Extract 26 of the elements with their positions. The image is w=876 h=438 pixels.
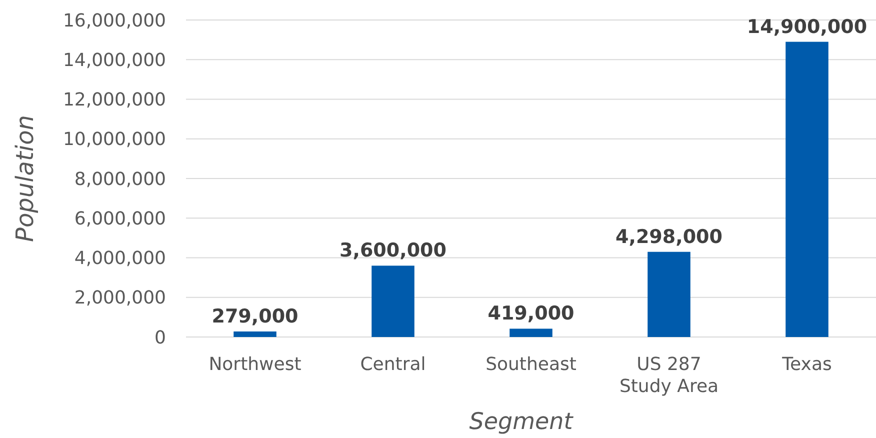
y-tick-label: 10,000,000 [62, 129, 166, 150]
data-label: 14,900,000 [746, 16, 868, 38]
data-label: 279,000 [212, 305, 298, 328]
bar [234, 331, 276, 337]
data-label: 3,600,000 [340, 240, 446, 262]
y-tick-label: 12,000,000 [62, 90, 166, 111]
data-label: 4,298,000 [616, 226, 722, 248]
bar [786, 42, 828, 337]
y-tick-label: 6,000,000 [74, 208, 166, 230]
y-tick-label: 2,000,000 [74, 288, 166, 309]
y-tick-label: 4,000,000 [74, 248, 166, 270]
bar [510, 328, 552, 337]
x-tick-label: US 287 Study Area [619, 354, 719, 397]
y-tick-label: 8,000,000 [74, 168, 166, 190]
x-axis-title: Segment [469, 409, 574, 435]
y-tick-label: 0 [154, 327, 166, 348]
bar [372, 266, 414, 337]
y-tick-label: 16,000,000 [62, 10, 166, 32]
x-tick-label: Central [360, 354, 426, 375]
data-label: 419,000 [488, 302, 574, 325]
x-tick-label: Southeast [486, 354, 576, 375]
bar [648, 252, 690, 337]
y-tick-label: 14,000,000 [62, 50, 166, 71]
x-tick-label: Northwest [208, 354, 302, 375]
y-axis-title: Population [11, 115, 39, 242]
x-tick-label: Texas [781, 354, 832, 375]
